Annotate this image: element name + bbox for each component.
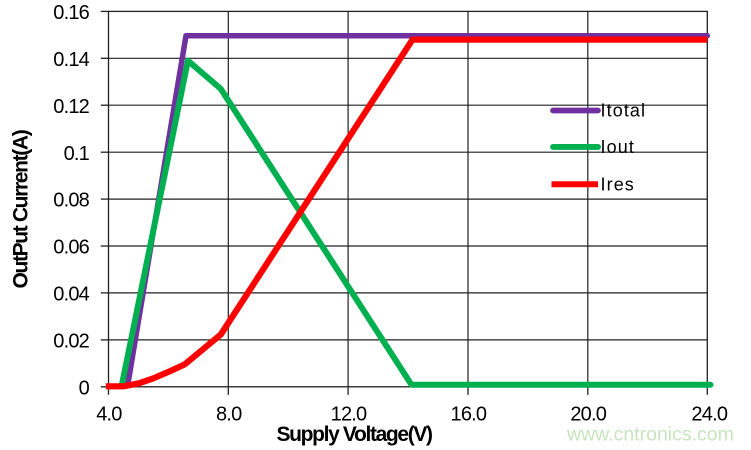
svg-text:Iout: Iout	[601, 137, 635, 157]
svg-text:0.08: 0.08	[53, 190, 89, 212]
svg-text:0.12: 0.12	[53, 96, 89, 118]
svg-text:0.1: 0.1	[64, 143, 90, 165]
svg-text:12.0: 12.0	[331, 404, 367, 426]
svg-text:Supply Voltage(V): Supply Voltage(V)	[277, 423, 433, 446]
svg-text:0.16: 0.16	[53, 2, 89, 24]
svg-text:0: 0	[79, 377, 90, 399]
svg-text:20.0: 20.0	[570, 404, 606, 426]
svg-text:www.cntronics.com: www.cntronics.com	[566, 424, 734, 446]
svg-text:OutPut Current(A): OutPut Current(A)	[10, 130, 33, 288]
svg-text:8.0: 8.0	[216, 404, 242, 426]
svg-text:16.0: 16.0	[451, 404, 487, 426]
svg-text:Ires: Ires	[601, 174, 635, 194]
svg-text:0.14: 0.14	[53, 49, 89, 71]
svg-text:4.0: 4.0	[96, 404, 122, 426]
svg-text:0.04: 0.04	[53, 284, 89, 306]
svg-text:Itotal: Itotal	[601, 101, 647, 121]
svg-text:0.06: 0.06	[53, 237, 89, 259]
svg-text:0.02: 0.02	[53, 331, 89, 353]
svg-text:24.0: 24.0	[691, 404, 727, 426]
